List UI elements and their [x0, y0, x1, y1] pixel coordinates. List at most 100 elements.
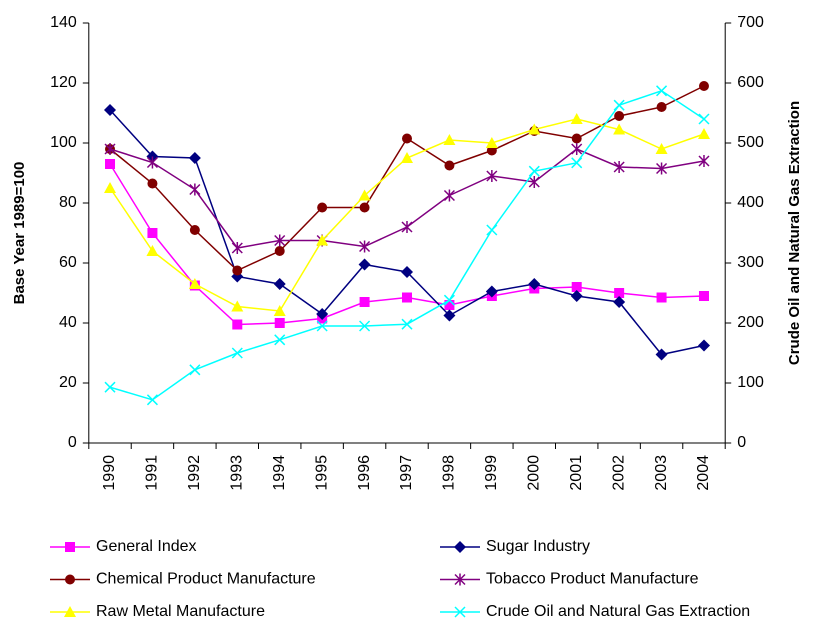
legend-label: Crude Oil and Natural Gas Extraction	[486, 603, 750, 620]
marker	[485, 285, 498, 298]
marker	[528, 278, 541, 290]
marker	[147, 228, 158, 238]
marker	[358, 258, 371, 271]
y2-tick-label: 300	[737, 254, 764, 271]
x-tick-label: 1995	[313, 455, 330, 491]
marker	[528, 176, 540, 188]
legend-item: Tobacco Product Manufacture	[440, 571, 699, 588]
marker	[486, 170, 498, 182]
marker	[189, 364, 201, 376]
marker	[443, 294, 455, 306]
marker	[274, 234, 286, 247]
marker	[571, 143, 583, 155]
x-tick-label: 2000	[525, 455, 542, 491]
legend-label: Chemical Product Manufacture	[96, 571, 316, 588]
marker	[656, 85, 668, 97]
y2-tick-label: 500	[737, 134, 764, 151]
marker	[614, 288, 625, 298]
marker	[401, 152, 413, 163]
marker	[359, 240, 371, 253]
marker	[570, 290, 583, 302]
y-axis-title: Base Year 1989=100	[11, 162, 28, 305]
marker	[189, 183, 201, 196]
x-tick-label: 1996	[356, 455, 373, 491]
marker	[359, 202, 370, 213]
marker	[146, 245, 159, 256]
marker	[454, 541, 466, 553]
marker	[655, 143, 668, 154]
marker	[316, 308, 329, 320]
marker	[528, 165, 540, 177]
x-tick-label: 2004	[695, 455, 712, 491]
marker	[316, 234, 329, 246]
x-tick-label: 1991	[144, 455, 161, 491]
marker	[656, 162, 668, 175]
marker	[655, 348, 668, 361]
legend-label: Sugar Industry	[486, 538, 590, 555]
marker	[359, 320, 371, 332]
marker	[698, 291, 709, 301]
marker	[570, 113, 583, 124]
y2-tick-label: 700	[737, 14, 764, 31]
y-tick-label: 60	[59, 254, 77, 271]
y2-tick-label: 200	[737, 314, 764, 331]
y-tick-label: 40	[59, 314, 77, 331]
legend-item: Crude Oil and Natural Gas Extraction	[440, 603, 750, 620]
y-tick-label: 80	[59, 194, 77, 211]
marker	[454, 606, 466, 618]
legend-label: Raw Metal Manufacture	[96, 603, 265, 620]
marker	[104, 104, 117, 116]
marker	[104, 182, 117, 193]
y2-tick-label: 600	[737, 74, 764, 91]
marker	[231, 300, 244, 312]
legend-item: Sugar Industry	[440, 538, 590, 555]
legend-label: General Index	[96, 538, 197, 555]
x-tick-label: 1990	[101, 455, 118, 491]
marker	[316, 320, 328, 332]
marker	[65, 542, 75, 552]
y2-tick-label: 0	[737, 434, 746, 451]
x-tick-label: 2003	[653, 455, 670, 491]
y2-tick-label: 400	[737, 194, 764, 211]
marker	[486, 224, 498, 236]
marker	[454, 573, 466, 586]
y-tick-label: 120	[50, 74, 77, 91]
marker	[317, 202, 328, 213]
marker	[104, 143, 116, 155]
marker	[231, 242, 243, 254]
marker	[146, 394, 158, 406]
marker	[105, 159, 116, 169]
marker	[613, 123, 626, 135]
marker	[104, 381, 116, 393]
legend-item: General Index	[50, 538, 197, 555]
marker	[656, 102, 667, 112]
marker	[656, 292, 667, 303]
marker	[571, 133, 582, 144]
x-tick-label: 1994	[271, 455, 288, 491]
marker	[274, 334, 286, 346]
y-tick-label: 100	[50, 134, 77, 151]
marker	[147, 178, 158, 189]
marker	[188, 152, 201, 164]
marker	[273, 305, 286, 316]
marker	[274, 318, 285, 328]
marker	[571, 282, 582, 292]
marker	[528, 123, 541, 135]
marker	[274, 246, 285, 256]
marker	[146, 156, 158, 169]
y-tick-label: 140	[50, 14, 77, 31]
x-tick-label: 2002	[610, 455, 627, 491]
marker	[697, 339, 710, 352]
marker	[485, 137, 498, 148]
x-tick-label: 1993	[229, 455, 246, 491]
marker	[402, 133, 412, 144]
marker	[189, 225, 200, 235]
marker	[614, 111, 625, 121]
marker	[613, 161, 625, 173]
marker	[444, 300, 455, 310]
marker	[359, 297, 370, 307]
x-tick-label: 1997	[398, 455, 415, 491]
marker	[401, 318, 413, 330]
x-tick-label: 2001	[568, 455, 585, 491]
